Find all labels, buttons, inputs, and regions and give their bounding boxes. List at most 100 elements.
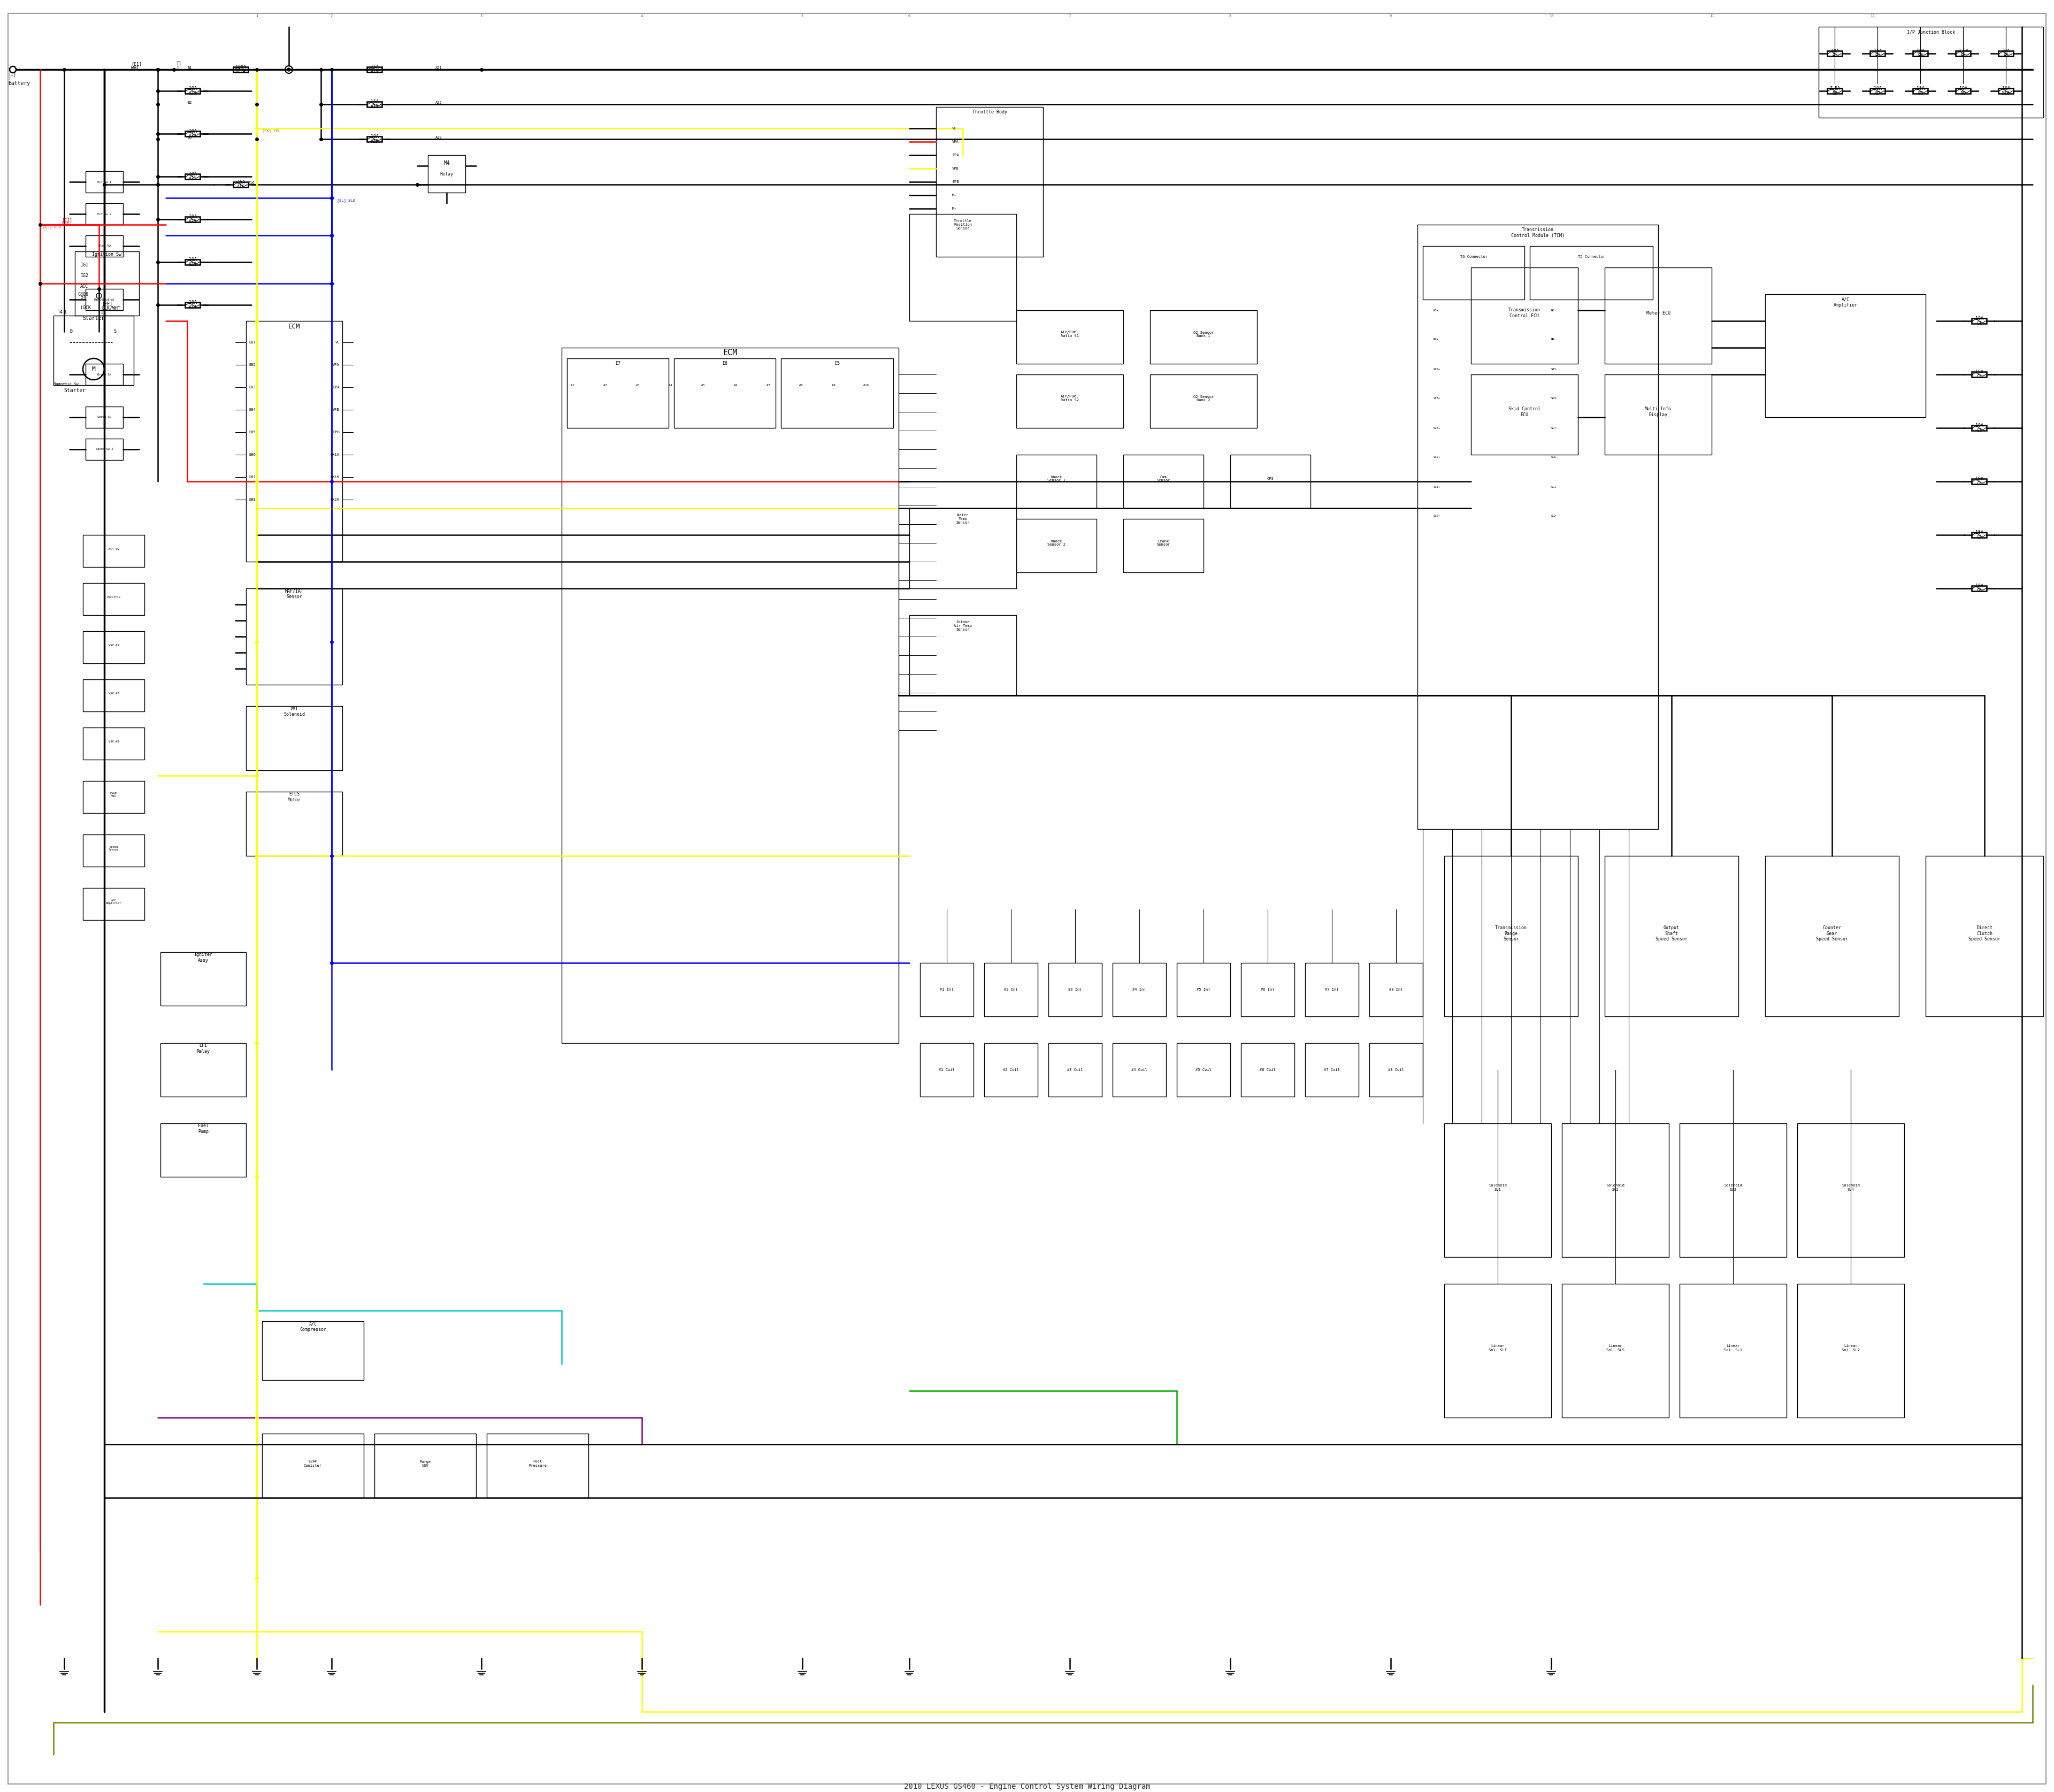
Bar	[1828, 88, 1842, 93]
Bar	[86, 235, 123, 256]
Bar	[1304, 1043, 1358, 1097]
Text: C2: C2	[1976, 375, 1982, 380]
Bar	[1530, 246, 1653, 299]
Text: [E1]: [E1]	[131, 61, 142, 66]
Text: RED: RED	[62, 222, 70, 228]
Text: #6: #6	[733, 383, 737, 387]
Bar	[910, 615, 1017, 695]
Text: M4: M4	[444, 161, 450, 167]
Bar	[1444, 1124, 1551, 1256]
Text: Linear
Sol. SL2: Linear Sol. SL2	[1842, 1344, 1859, 1351]
Text: #4: #4	[668, 383, 672, 387]
Text: A22: A22	[435, 100, 442, 104]
Text: Starter: Starter	[64, 387, 86, 392]
Bar	[1972, 478, 1986, 484]
Bar	[185, 217, 199, 222]
Bar	[1604, 857, 1738, 1016]
Text: B1: B1	[1832, 54, 1838, 59]
Text: #6 Inj: #6 Inj	[1261, 987, 1276, 991]
Text: B2: B2	[187, 100, 193, 104]
Text: SLS-: SLS-	[1551, 455, 1559, 459]
Text: 10: 10	[1549, 14, 1553, 18]
Bar	[984, 1043, 1037, 1097]
Text: VSV #1: VSV #1	[109, 643, 119, 647]
Text: Brake Sw: Brake Sw	[97, 373, 111, 376]
Text: ECM: ECM	[288, 323, 300, 330]
Text: Solenoid
SV1: Solenoid SV1	[1489, 1185, 1508, 1192]
Text: B4: B4	[1960, 54, 1966, 59]
Text: 10A: 10A	[1976, 477, 1982, 482]
Bar	[1017, 520, 1097, 572]
Text: A16: A16	[249, 181, 255, 185]
Bar	[82, 728, 144, 760]
Text: EVAP
VSV: EVAP VSV	[111, 792, 117, 797]
Text: ECT Sw: ECT Sw	[109, 548, 119, 550]
Text: 10A: 10A	[1873, 86, 1881, 91]
Text: A34: A34	[189, 305, 197, 310]
Text: Intake
Air Temp
Sensor: Intake Air Temp Sensor	[953, 620, 972, 631]
Text: T1: T1	[177, 61, 183, 66]
Text: Air/Fuel
Ratio S2: Air/Fuel Ratio S2	[1060, 394, 1078, 401]
Text: E07: E07	[249, 475, 255, 478]
Text: VSV #3: VSV #3	[109, 740, 119, 742]
Bar	[246, 588, 343, 685]
Text: 10A: 10A	[1830, 48, 1838, 54]
Text: ECT Sw 1: ECT Sw 1	[97, 181, 111, 183]
Text: 9: 9	[1391, 14, 1393, 18]
Bar	[1471, 375, 1577, 455]
Text: 10A: 10A	[1976, 315, 1982, 321]
Bar	[263, 1321, 364, 1380]
Text: VPA: VPA	[953, 140, 959, 143]
Text: #10: #10	[863, 383, 869, 387]
Bar	[1764, 294, 1927, 418]
Bar	[160, 1124, 246, 1177]
Text: E5: E5	[834, 362, 840, 366]
Bar	[1955, 50, 1970, 56]
Bar	[1912, 50, 1929, 56]
Text: SL1+: SL1+	[1434, 486, 1440, 487]
Text: B3: B3	[1918, 54, 1923, 59]
Text: 2: 2	[331, 14, 333, 18]
Text: C3: C3	[1976, 428, 1982, 432]
Text: EPA: EPA	[333, 385, 339, 389]
Bar	[1561, 1283, 1668, 1417]
Text: 5: 5	[801, 14, 803, 18]
Bar	[920, 1043, 974, 1097]
Text: 15A: 15A	[370, 65, 378, 70]
Circle shape	[288, 68, 290, 72]
Text: Air/Fuel
Ratio S1: Air/Fuel Ratio S1	[1060, 332, 1078, 339]
Bar	[82, 889, 144, 919]
Bar	[1048, 962, 1101, 1016]
Text: 1: 1	[177, 66, 179, 72]
Bar	[86, 289, 123, 310]
Bar	[1241, 962, 1294, 1016]
Text: 1: 1	[8, 77, 10, 81]
Text: 10A: 10A	[189, 129, 197, 134]
Text: 10A: 10A	[1916, 48, 1925, 54]
Bar	[82, 679, 144, 711]
Text: NR-: NR-	[1551, 339, 1557, 340]
Text: A16: A16	[236, 185, 244, 190]
Text: Starter: Starter	[82, 315, 105, 321]
Bar	[984, 962, 1037, 1016]
Text: 7.5A: 7.5A	[1830, 86, 1840, 91]
Bar	[86, 407, 123, 428]
Text: A29: A29	[435, 136, 442, 140]
Text: Speed Sw 2: Speed Sw 2	[97, 448, 113, 450]
Bar	[185, 260, 199, 265]
Text: 10A: 10A	[2003, 86, 2011, 91]
Text: A/C
Amplifier: A/C Amplifier	[107, 900, 121, 905]
Text: 7: 7	[1068, 14, 1070, 18]
Text: #7: #7	[766, 383, 770, 387]
Text: C1: C1	[1976, 321, 1982, 326]
Bar	[74, 251, 140, 315]
Text: 6: 6	[908, 14, 910, 18]
Text: 1: 1	[64, 310, 68, 315]
Text: #2 Coil: #2 Coil	[1002, 1068, 1019, 1072]
Bar	[1124, 520, 1204, 572]
Text: C5: C5	[1976, 536, 1982, 539]
Text: ST: ST	[80, 294, 86, 299]
Bar	[567, 358, 670, 428]
Text: B: B	[70, 330, 72, 333]
Bar	[1972, 532, 1986, 538]
